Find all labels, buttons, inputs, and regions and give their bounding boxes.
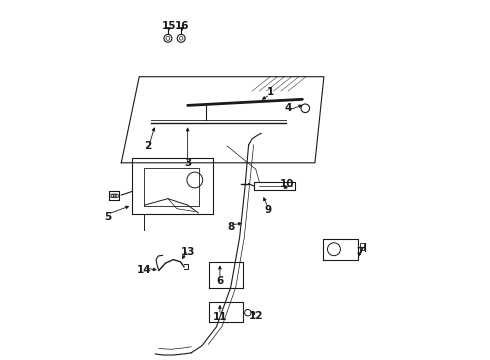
Text: 9: 9: [265, 206, 272, 216]
Text: 14: 14: [137, 265, 151, 275]
Text: 7: 7: [356, 247, 364, 257]
Text: 12: 12: [248, 311, 263, 320]
Text: 6: 6: [216, 276, 223, 286]
Text: 3: 3: [184, 158, 191, 168]
Text: 2: 2: [145, 141, 152, 151]
Text: 11: 11: [213, 312, 227, 322]
Text: 15: 15: [162, 21, 176, 31]
Text: 5: 5: [104, 212, 112, 221]
Text: 13: 13: [180, 247, 195, 257]
Text: 1: 1: [267, 87, 274, 97]
Text: 4: 4: [284, 103, 292, 113]
Text: 10: 10: [280, 179, 294, 189]
Text: 16: 16: [175, 21, 190, 31]
Text: 8: 8: [227, 222, 234, 232]
